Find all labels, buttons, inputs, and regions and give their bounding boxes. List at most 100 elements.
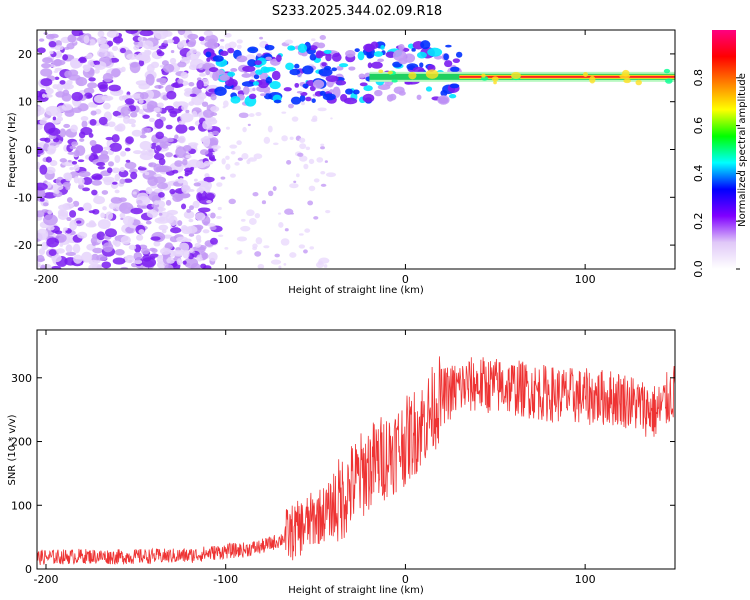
- spectrogram-cell: [141, 257, 157, 268]
- spectrogram-cell: [208, 252, 218, 262]
- spectrogram-cell: [122, 215, 134, 226]
- spectrogram-cell: [387, 70, 393, 75]
- spectrogram-cell: [338, 63, 349, 68]
- spectrogram-cell: [196, 192, 203, 202]
- spectrogram-cell: [88, 264, 98, 269]
- spectrogram-cell: [138, 83, 150, 90]
- spectrogram-cell: [51, 59, 66, 66]
- spectrogram-cell: [83, 64, 91, 73]
- spectrogram-cell: [96, 231, 106, 241]
- spectrogram-cell: [64, 172, 73, 182]
- spectrogram-cell: [377, 58, 385, 63]
- spectrogram-cell: [155, 165, 170, 173]
- spectrogram-cell: [130, 171, 138, 180]
- spectrogram-cell: [416, 94, 422, 100]
- spectrogram-cell: [362, 93, 375, 103]
- spectrogram-cell: [88, 210, 96, 214]
- spectrogram-cell: [54, 76, 60, 81]
- spectrogram-cell: [88, 39, 96, 46]
- x-tick-label: -200: [34, 273, 59, 286]
- spectrogram-cell: [52, 84, 59, 90]
- spectrogram-cell: [380, 45, 385, 50]
- spectrogram-cell: [137, 167, 147, 171]
- snr-frame: [36, 329, 676, 570]
- spectrogram-cell: [363, 43, 376, 52]
- spectrogram-cell: [278, 265, 282, 269]
- spectrogram-cell: [47, 145, 57, 153]
- spectrogram-cell: [510, 71, 522, 80]
- spectrogram-cell: [317, 42, 326, 49]
- spectrogram-cell: [188, 205, 194, 211]
- spectrogram-cell: [188, 218, 194, 223]
- spectrogram-cell: [37, 261, 41, 268]
- spectrogram-cell: [91, 189, 98, 196]
- spectrogram-cell: [39, 118, 48, 126]
- spectrogram-cell: [81, 251, 93, 263]
- spectrogram-cell: [201, 101, 209, 107]
- spectrogram-cell: [378, 69, 384, 74]
- spectrogram-cell: [589, 75, 596, 84]
- spectrogram-cell: [317, 107, 327, 112]
- spectrogram-cell: [493, 80, 497, 85]
- spectrogram-cell: [138, 59, 145, 67]
- spectrogram-cell: [64, 70, 73, 78]
- spectrogram-cell: [398, 90, 406, 96]
- spectrogram-cell: [623, 78, 631, 84]
- spectrogram-cell: [109, 142, 122, 152]
- spectrogram-cell: [254, 60, 262, 66]
- spectrogram-cell: [236, 39, 243, 44]
- spectrogram-cell: [39, 164, 48, 175]
- spectrogram-cell: [343, 97, 358, 105]
- spectrogram-cell: [184, 167, 194, 173]
- snr-panel: -200 -100 0 100 0 100 200 300 Height of straigh…: [7, 329, 676, 596]
- spectrogram-cell: [178, 135, 186, 144]
- spectrogram-cell: [53, 70, 59, 74]
- spectrogram-cell: [265, 56, 273, 61]
- spectrogram-cell: [299, 94, 306, 102]
- spectrogram-cell: [76, 220, 82, 224]
- snr-ylabel: SNR (10 * v/v): [7, 414, 18, 485]
- spectrogram-cell: [104, 228, 117, 238]
- spectrogram-cell: [157, 102, 164, 108]
- spectrogram-cell: [260, 93, 266, 97]
- spectrogram-cell: [82, 202, 92, 212]
- spectrogram-cell: [222, 100, 229, 108]
- spectrogram-cell: [289, 68, 301, 76]
- spectrogram-cell: [309, 85, 316, 92]
- spectrogram-cell: [43, 214, 58, 226]
- spectrogram-cell: [214, 86, 227, 96]
- spectrogram-cell: [141, 127, 150, 134]
- spectrogram-cell: [70, 59, 81, 69]
- spectrogram-cell: [77, 231, 88, 239]
- spectrogram-cell: [128, 244, 137, 251]
- spectrogram-cell: [449, 83, 460, 89]
- spectrogram-cell: [102, 206, 107, 211]
- spectrogram-cell: [323, 264, 328, 268]
- spectrogram-cell: [166, 90, 177, 100]
- spectrogram-cell: [283, 263, 287, 266]
- spectrogram-cell: [425, 86, 433, 92]
- spectrogram-cell: [283, 87, 292, 92]
- spectrogram-cell: [268, 190, 274, 197]
- spectrogram-cell: [105, 136, 114, 141]
- spectrogram-cell: [315, 261, 325, 268]
- spectrogram-cell: [199, 149, 209, 156]
- y-tick-label: 20: [18, 48, 32, 61]
- spectrogram-cell: [169, 188, 176, 195]
- spectrogram-cell: [37, 191, 46, 198]
- spectrogram-cell: [248, 87, 253, 93]
- spectrogram-cell: [63, 123, 71, 128]
- spectrogram-cell: [98, 116, 108, 126]
- spectrogram-cell: [102, 146, 111, 150]
- spectrogram-cell: [209, 137, 219, 147]
- spectrogram-cell: [411, 47, 416, 52]
- spectrogram-cell: [215, 215, 222, 219]
- spectrogram-cell: [112, 110, 121, 117]
- spectrogram-cell: [129, 61, 141, 74]
- spectrogram-cell: [70, 124, 78, 133]
- spectrogram-cell: [185, 225, 198, 234]
- spectrogram-cell: [64, 46, 70, 50]
- spectrogram-cell: [358, 73, 366, 79]
- spectrogram-cell: [216, 182, 223, 187]
